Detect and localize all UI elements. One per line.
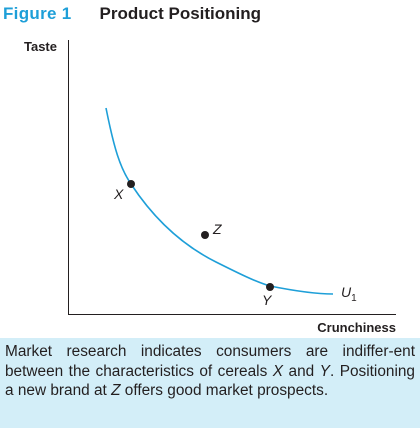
point-y	[266, 283, 274, 291]
caption-text-segment: offers good market prospects.	[120, 382, 329, 399]
point-z	[201, 231, 209, 239]
point-x-label: X	[113, 186, 124, 202]
figure-header: Figure 1 Product Positioning	[3, 4, 261, 28]
figure-title: Product Positioning	[99, 4, 262, 23]
curve-label-subscript: 1	[351, 293, 357, 304]
point-z-label: Z	[212, 221, 222, 237]
indifference-curve-u1	[105, 107, 334, 295]
curve-label: U1	[341, 284, 357, 304]
caption-cereal-x: X	[272, 362, 284, 380]
point-x	[127, 180, 135, 188]
curve-label-main: U	[341, 284, 352, 300]
y-axis-label: Taste	[24, 39, 57, 54]
caption-text-segment: and	[283, 362, 320, 380]
x-axis-label: Crunchiness	[317, 320, 396, 335]
caption-text-segment: . Positioning a new brand at	[5, 362, 415, 400]
caption-text: Market research indicates consumers are …	[5, 342, 415, 401]
caption-box: Market research indicates consumers are …	[0, 338, 420, 428]
caption-text-segment: Market research indicates consumers are …	[5, 343, 415, 380]
caption-brand-z: Z	[111, 382, 121, 399]
indifference-diagram: Taste Crunchiness U1 X Z Y	[24, 39, 396, 335]
figure-number: Figure 1	[3, 4, 72, 23]
point-y-label: Y	[262, 292, 273, 308]
caption-cereal-y: Y	[319, 362, 330, 380]
